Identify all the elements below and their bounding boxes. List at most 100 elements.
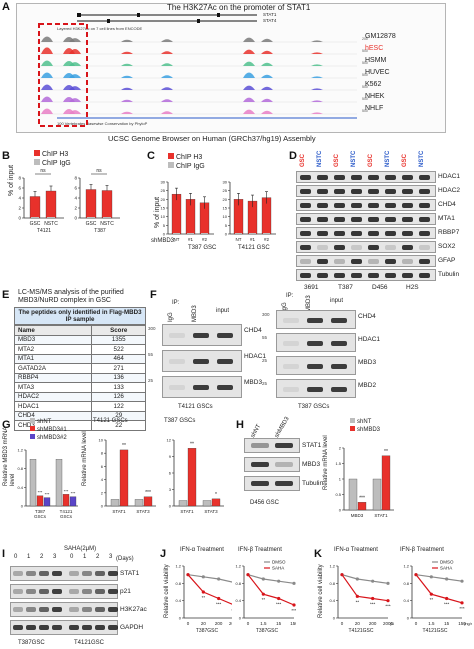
mw-marker: 300 [148, 326, 156, 331]
bar [372, 478, 382, 511]
track-scale: 500 [362, 97, 368, 101]
panel-a-letter: A [2, 1, 10, 13]
blot-band [331, 363, 347, 369]
data-point [429, 575, 433, 579]
blot-band [275, 443, 293, 448]
x-tick-label: 200 [215, 621, 223, 626]
x-axis-title: T387GSC [256, 628, 279, 634]
panel-i-day-labels: 0 1 2 3 0 1 2 3 [10, 554, 118, 564]
blot-band [193, 385, 209, 390]
blot-band [82, 607, 92, 612]
bar-chip-h3 [45, 190, 57, 219]
legend-label-shmbd3-1: shMBD3#1 [37, 427, 67, 433]
x-tick-label: STAT1 [112, 509, 126, 514]
row-label: Tubulin [302, 480, 324, 487]
significance-stars: *** [216, 602, 222, 607]
x-tick-label: 0 [247, 621, 250, 626]
y-tick-label: 20 [161, 197, 166, 202]
data-point [261, 592, 265, 596]
x-tick-label: GSCs [34, 514, 47, 519]
y-tick-label: 10 [223, 214, 228, 219]
group-label: T387GSC [18, 640, 45, 646]
legend-swatch-h3 [168, 153, 174, 159]
x-tick-label: GSC [86, 221, 97, 227]
group-label: T387 [94, 228, 106, 234]
track-peak [41, 60, 53, 66]
svg-text:100 Vertebrates Basewise Conse: 100 Vertebrates Basewise Conservation by… [57, 121, 148, 126]
panel-f-left-caption: T4121 GSCs [178, 404, 213, 410]
day-label: 1 [27, 554, 31, 560]
series-line-saha [341, 574, 389, 602]
bar-chip-igg [235, 233, 242, 234]
y-tick-label: 8 [18, 176, 21, 181]
bar [43, 497, 51, 507]
panel-e-table: Name Score MBD3 1355 MTA2 522 MTA1 464 GATAD2A… [13, 325, 146, 431]
y-tick-label: 25 [161, 188, 166, 193]
data-point [429, 592, 433, 596]
blot-band [402, 217, 413, 222]
panel-j-chart1: 00.40.81.20202002000(U/ml)T387GSC*******… [175, 564, 232, 634]
blot-band [402, 273, 413, 278]
group-label: 3691 [304, 284, 319, 291]
data-point [292, 581, 296, 585]
x-tick-label: 20 [201, 621, 207, 626]
x-tick-label: 200 [369, 621, 377, 626]
legend-label-shmbd3: shMBD3 [357, 427, 381, 433]
blot-band [251, 443, 269, 448]
series-line-dmso [187, 574, 232, 583]
track-legend-item: NHLF [365, 103, 445, 115]
row-label: GAPDH [120, 624, 144, 631]
track-peak [311, 76, 323, 78]
panel-f-left-ip: IP: [172, 300, 180, 306]
mw-marker: 300 [262, 312, 270, 317]
track-name: GM12878 [365, 33, 396, 40]
blot-band [275, 462, 293, 467]
blot-band [334, 231, 345, 236]
panel-i-days: (Days) [116, 556, 134, 562]
track-peak [261, 98, 273, 102]
panel-h-chart: 0 0.5 1 1.5 2 *** MBD3 ** STAT1 [335, 446, 394, 518]
blot-strip [162, 350, 242, 372]
blot-band [283, 317, 299, 323]
track-peak [121, 111, 133, 114]
blot-band [317, 231, 328, 236]
blot-band [69, 589, 79, 594]
track-peak [261, 110, 273, 114]
series-line-saha [247, 574, 295, 606]
blot-band [307, 340, 323, 346]
panel-c-shmbd3-label: shMBD3: [151, 238, 176, 244]
data-point [186, 573, 190, 577]
series-line-dmso [415, 574, 463, 582]
blot-band [283, 340, 299, 346]
day-label: 0 [14, 554, 18, 560]
data-point [414, 573, 418, 577]
protein-name-cell: MBD3 [13, 334, 93, 345]
data-point [355, 594, 359, 598]
bar [110, 499, 120, 507]
significance-stars: ** [122, 443, 126, 449]
y-tick-label: 6 [169, 471, 172, 476]
blot-band [385, 259, 396, 264]
y-tick-label: 0 [163, 232, 166, 237]
track-peak [311, 112, 323, 114]
significance-stars: ** [202, 595, 206, 600]
track-peak [161, 111, 173, 114]
legend-label-shmbd3-2: shMBD3#2 [37, 435, 67, 441]
table-row: RBBP4 136 [13, 372, 146, 383]
panel-g-chart2: 0 2 4 6 8 10 ** STAT1 *** STAT3 [99, 438, 156, 514]
blot-band [334, 217, 345, 222]
data-point [201, 590, 205, 594]
blot-strip [296, 255, 436, 267]
column-label: input [330, 298, 344, 304]
y-tick-label: 2 [101, 490, 104, 495]
table-row: CHD3 22 [13, 420, 146, 431]
blot-band [402, 231, 413, 236]
bar [357, 502, 367, 511]
significance-stars: *** [71, 491, 76, 496]
data-point [277, 596, 281, 601]
legend-label-h3: ChIP H3 [176, 154, 203, 161]
legend-swatch-h3 [34, 150, 40, 156]
track-peak [121, 99, 133, 102]
blot-band [351, 175, 362, 180]
